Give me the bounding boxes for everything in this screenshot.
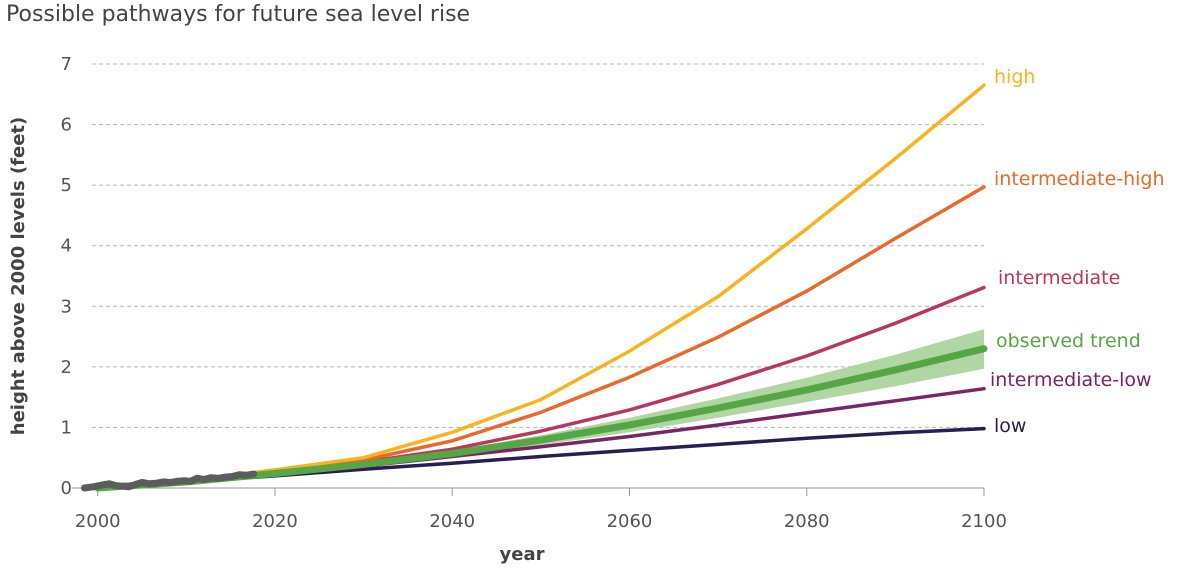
y-tick-label-4: 4 [61, 236, 72, 257]
series-label-intermediate: intermediate [998, 267, 1120, 289]
y-axis-title: height above 2000 levels (feet) [8, 117, 29, 436]
x-tick-label-2000: 2000 [75, 511, 121, 532]
x-tick-label-2080: 2080 [784, 511, 830, 532]
x-tick-label-2100: 2100 [961, 511, 1007, 532]
y-tick-label-5: 5 [61, 175, 72, 196]
x-tick-label-2040: 2040 [429, 511, 475, 532]
chart-title: Possible pathways for future sea level r… [6, 2, 471, 27]
series-label-observed-trend: observed trend [996, 330, 1141, 352]
x-axis-title: year [500, 544, 545, 565]
y-tick-label-6: 6 [61, 115, 72, 136]
y-tick-label-3: 3 [61, 296, 72, 317]
y-tick-label-0: 0 [61, 478, 72, 499]
x-tick-label-2060: 2060 [607, 511, 653, 532]
series-label-high: high [994, 66, 1035, 88]
y-tick-label-7: 7 [61, 54, 72, 75]
x-tick-label-2020: 2020 [252, 511, 298, 532]
series-label-intermediate-low: intermediate-low [990, 369, 1152, 391]
series-label-intermediate-high: intermediate-high [994, 168, 1165, 190]
observed-record-line [80, 470, 258, 492]
y-tick-label-1: 1 [61, 417, 72, 438]
y-tick-label-2: 2 [61, 357, 72, 378]
series-label-low: low [994, 415, 1026, 437]
